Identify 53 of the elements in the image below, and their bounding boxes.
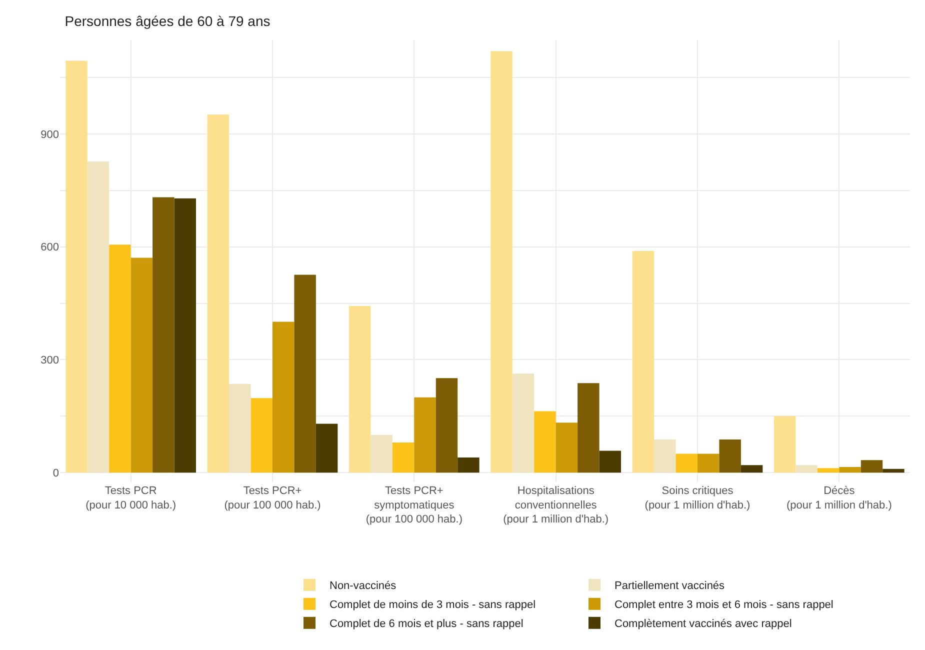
legend-label: Complètement vaccinés avec rappel	[614, 618, 792, 630]
bar	[676, 454, 698, 473]
legend-label: Complet entre 3 mois et 6 mois - sans rappel	[614, 599, 834, 612]
bar	[632, 251, 654, 473]
x-tick-label: Soins critiques (pour 1 million d'hab.)	[644, 485, 750, 512]
bar	[87, 162, 110, 473]
bar	[719, 439, 741, 473]
bar	[130, 258, 153, 473]
bar	[152, 197, 174, 473]
bar	[436, 378, 458, 473]
bar	[860, 460, 883, 473]
bar	[109, 244, 131, 473]
legend-label: Partiellement vaccinés	[614, 580, 726, 592]
y-tick-label: 900	[40, 128, 59, 141]
legend-label: Non-vaccinés	[330, 580, 397, 592]
bar	[556, 422, 578, 473]
bar	[578, 383, 600, 473]
y-tick-label: 300	[40, 354, 59, 367]
bar	[392, 442, 414, 473]
x-tick-label: Tests PCR+ (pour 100 000 hab.)	[224, 485, 321, 512]
bar	[316, 424, 338, 473]
x-tick-label: Hospitalisations conventionnelles (pour 1 million d'hab.)	[503, 485, 609, 526]
x-tick-label: Tests PCR (pour 10 000 hab.)	[86, 485, 176, 512]
x-tick-label: Décès (pour 1 million d'hab.)	[786, 485, 892, 512]
bar	[654, 439, 676, 473]
bar	[817, 468, 840, 473]
bar	[512, 374, 534, 473]
bar	[250, 398, 272, 473]
legend-label: Complet de moins de 3 mois - sans rappel	[330, 599, 536, 612]
bar	[740, 465, 763, 473]
bar	[599, 450, 621, 473]
bar	[839, 466, 861, 473]
bar	[698, 454, 720, 473]
bar	[207, 114, 230, 473]
x-tick-label: Tests PCR+ symptomatiques (pour 100 000 hab.)	[366, 485, 462, 526]
bar	[294, 274, 316, 473]
y-tick-label: 0	[52, 467, 59, 480]
bar	[174, 198, 196, 473]
chart-title: Personnes âgées de 60 à 79 ans	[64, 13, 270, 30]
legend-label: Complet de 6 mois et plus - sans rappel	[330, 618, 524, 630]
bar	[66, 60, 88, 473]
bar	[882, 468, 904, 473]
bar	[414, 397, 436, 473]
bar	[774, 416, 796, 473]
bar	[534, 411, 556, 473]
y-tick-label: 600	[40, 242, 59, 254]
bar	[796, 465, 818, 473]
bar	[370, 434, 392, 473]
bar	[229, 384, 251, 473]
bar	[490, 51, 512, 473]
bar	[349, 306, 371, 473]
bar	[458, 458, 480, 473]
bar	[272, 322, 294, 473]
